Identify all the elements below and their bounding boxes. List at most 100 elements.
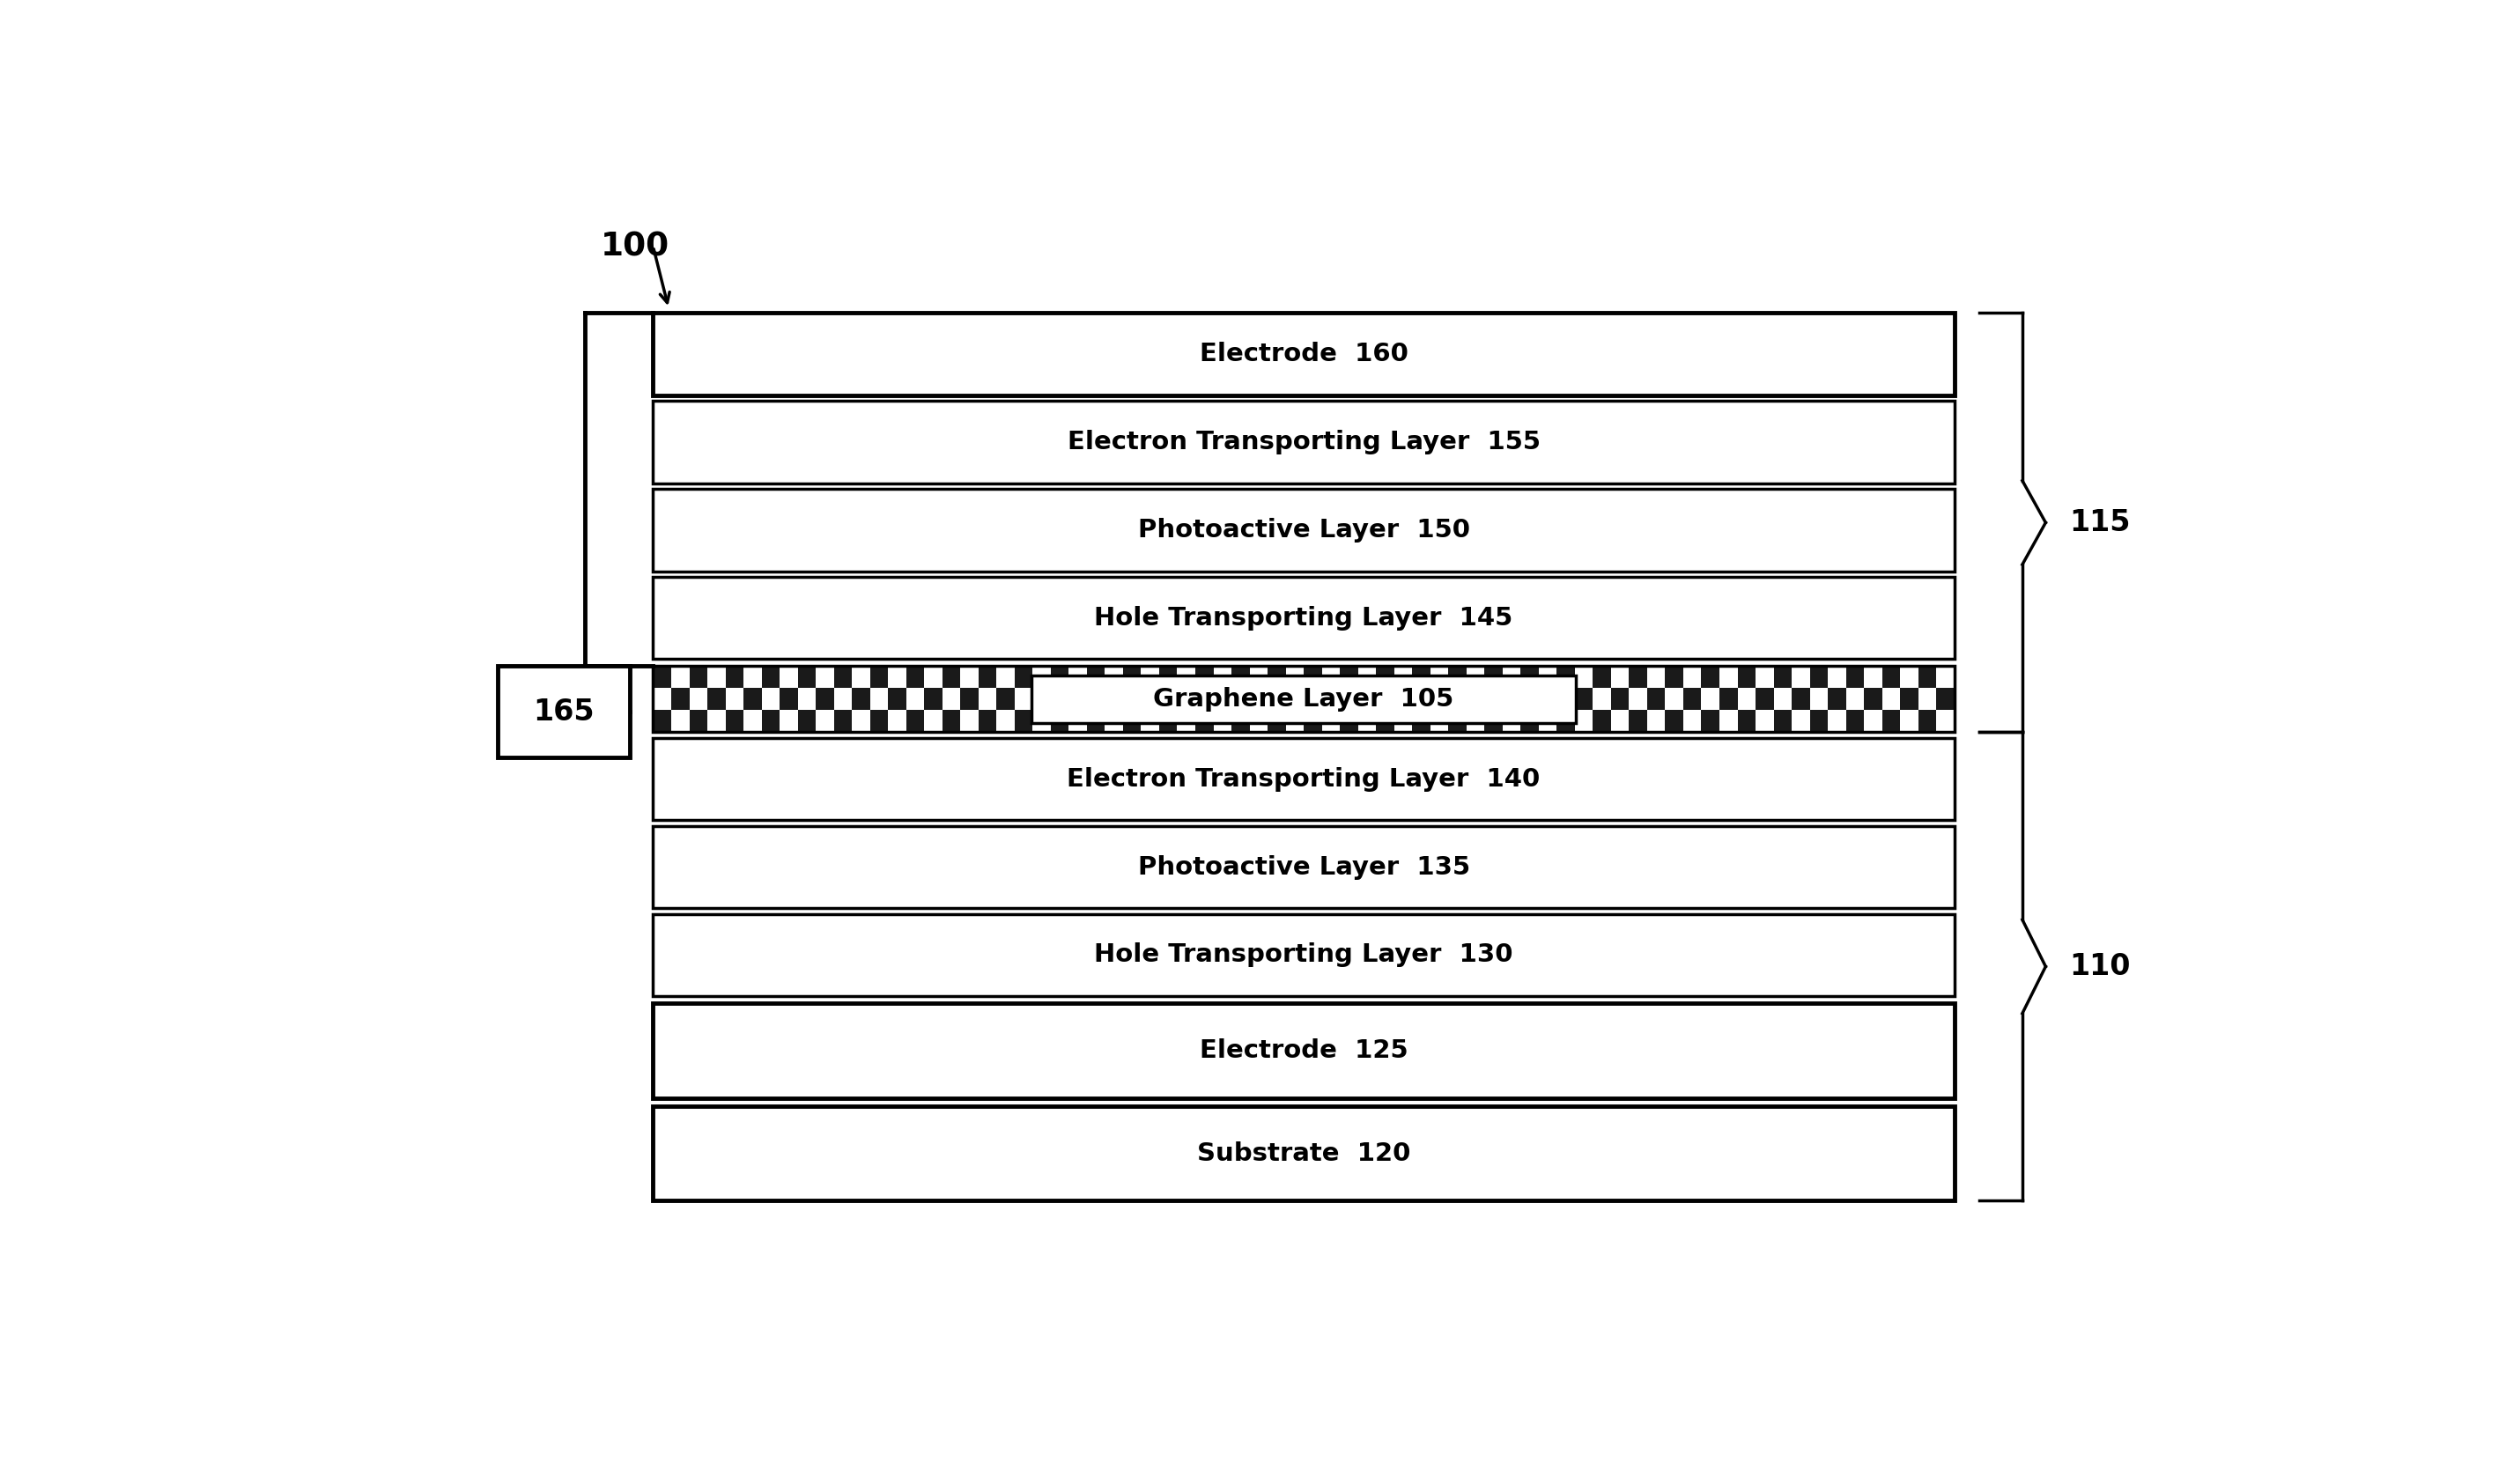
Bar [1303,711,1321,732]
Bar [1195,689,1213,711]
Bar [762,689,779,711]
Bar [1088,711,1105,732]
Bar [1937,666,1955,689]
Bar [1539,666,1556,689]
Bar [1032,711,1050,732]
Bar [1140,711,1160,732]
Bar [1629,689,1646,711]
Bar [1448,689,1466,711]
Bar [1757,666,1774,689]
Bar [1050,689,1068,711]
Bar [707,711,724,732]
Bar [1521,689,1539,711]
Bar [1413,689,1431,711]
Bar [1774,689,1792,711]
Bar [1123,711,1140,732]
Bar [1413,666,1431,689]
Bar [1504,711,1521,732]
Bar [1504,689,1521,711]
Bar [1466,666,1484,689]
Bar [1358,711,1376,732]
Bar [1431,666,1448,689]
Bar [925,711,942,732]
Bar [672,689,689,711]
Bar [817,689,834,711]
Bar [852,666,870,689]
Bar [1792,689,1809,711]
Bar [1448,666,1466,689]
Bar [1937,689,1955,711]
Text: 100: 100 [601,232,669,263]
Bar [1250,711,1268,732]
Bar [654,738,1955,821]
Bar [1484,689,1504,711]
Bar [1050,711,1068,732]
Bar [1774,666,1792,689]
Bar [1719,689,1737,711]
Bar [1250,689,1268,711]
Text: 115: 115 [2070,508,2130,537]
Bar [499,666,629,757]
Bar [1123,689,1140,711]
Bar [1594,689,1611,711]
Text: 165: 165 [534,697,594,726]
Bar [1664,689,1684,711]
Bar [1230,689,1250,711]
Bar [925,689,942,711]
Bar [1448,711,1466,732]
Bar [1757,711,1774,732]
Bar [1882,666,1900,689]
Bar [1882,711,1900,732]
Bar [1341,689,1358,711]
Bar [654,827,1955,908]
Bar [1809,666,1827,689]
Bar [1286,711,1303,732]
Bar [1827,711,1847,732]
Bar [1864,711,1882,732]
Bar [887,666,907,689]
Bar [1792,666,1809,689]
Bar [654,401,1955,484]
Bar [1015,711,1032,732]
Bar [997,689,1015,711]
Bar [744,666,762,689]
Bar [1321,711,1341,732]
Bar [1629,711,1646,732]
Bar [907,689,925,711]
Bar [1195,711,1213,732]
Text: Hole Transporting Layer  130: Hole Transporting Layer 130 [1095,942,1514,968]
Bar [1268,711,1286,732]
Bar [1737,666,1757,689]
Bar [1611,711,1629,732]
Bar [654,577,1955,659]
Text: Substrate  120: Substrate 120 [1198,1141,1411,1166]
Bar [1484,666,1504,689]
Bar [724,711,744,732]
Bar [1303,666,1321,689]
Bar [997,666,1015,689]
Bar [1376,711,1393,732]
Bar [1178,689,1195,711]
Bar [887,711,907,732]
Bar [654,313,1955,395]
Bar [744,689,762,711]
Bar [925,666,942,689]
Bar [1539,711,1556,732]
Bar [1393,689,1413,711]
Text: Electrode  125: Electrode 125 [1200,1039,1408,1063]
Bar [779,666,797,689]
Text: Photoactive Layer  150: Photoactive Layer 150 [1138,518,1471,542]
Bar [707,666,724,689]
Bar [1809,689,1827,711]
Bar [997,711,1015,732]
Bar [1629,666,1646,689]
Bar [1847,689,1864,711]
Bar [1556,666,1574,689]
Bar [1664,711,1684,732]
Bar [797,689,817,711]
Bar [852,689,870,711]
Bar [654,666,1955,732]
Bar [907,666,925,689]
Bar [1917,711,1937,732]
Bar [1702,689,1719,711]
